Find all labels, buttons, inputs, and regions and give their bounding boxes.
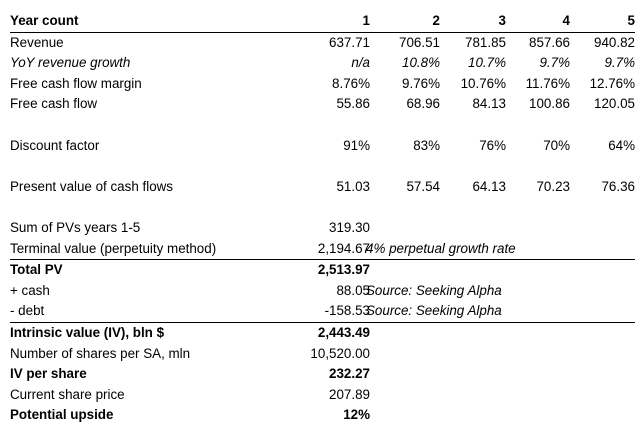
revenue-row: Revenue 637.71 706.51 781.85 857.66 940.…: [10, 33, 635, 54]
cell: 10,520.00: [310, 345, 370, 361]
row-label: Free cash flow: [10, 96, 98, 112]
growth-row: YoY revenue growth n/a 10.8% 10.7% 9.7% …: [10, 53, 635, 74]
cell: 319.30: [329, 219, 370, 235]
row-label: Present value of cash flows: [10, 178, 174, 194]
cell: 857.66: [529, 34, 570, 50]
year-2: 2: [432, 13, 440, 28]
cell: 940.82: [594, 34, 635, 50]
terminal-value-row: Terminal value (perpetuity method) 2,194…: [10, 239, 635, 260]
row-label: Potential upside: [10, 407, 114, 423]
sum-pv-row: Sum of PVs years 1-5 319.30: [10, 218, 635, 239]
cell: -158.53: [324, 303, 370, 319]
row-label: Revenue: [10, 34, 64, 50]
spacer-row: [10, 156, 635, 177]
cell: 57.54: [406, 178, 440, 194]
row-label: Current share price: [10, 386, 125, 402]
cell: 11.76%: [525, 75, 570, 91]
cell: 76.36: [601, 178, 635, 194]
cell: 83%: [413, 137, 440, 153]
cell: 64.13: [472, 178, 506, 194]
row-label: + cash: [10, 282, 50, 298]
shares-row: Number of shares per SA, mln 10,520.00: [10, 344, 635, 365]
row-label: Terminal value (perpetuity method): [10, 240, 217, 256]
cell: 91%: [343, 137, 370, 153]
growth-note: 4% perpetual growth rate: [366, 240, 516, 256]
cell: 88.05: [336, 282, 370, 298]
cell: 55.86: [336, 96, 370, 112]
total-pv-row: Total PV 2,513.97: [10, 259, 635, 281]
row-label: IV per share: [10, 366, 87, 382]
year-1: 1: [362, 13, 370, 28]
cell: 2,513.97: [317, 262, 370, 278]
cell: 84.13: [472, 96, 506, 112]
cell: 232.27: [329, 366, 370, 382]
year-3: 3: [498, 13, 506, 28]
cell: n/a: [351, 55, 370, 71]
cash-row: + cash 88.05 Source: Seeking Alpha: [10, 281, 635, 302]
intrinsic-value-row: Intrinsic value (IV), bln $ 2,443.49: [10, 321, 635, 344]
spacer-row: [10, 115, 635, 136]
cell: 120.05: [594, 96, 635, 112]
cell: 10.8%: [402, 55, 440, 71]
cell: 51.03: [336, 178, 370, 194]
cell: 12%: [343, 407, 370, 423]
cell: 8.76%: [332, 75, 370, 91]
cell: 64%: [608, 137, 635, 153]
iv-per-share-row: IV per share 232.27: [10, 364, 635, 385]
present-value-row: Present value of cash flows 51.03 57.54 …: [10, 177, 635, 198]
cell: 70.23: [536, 178, 570, 194]
header-label: Year count: [10, 13, 79, 28]
upside-row: Potential upside 12%: [10, 405, 635, 426]
year-5: 5: [627, 13, 635, 28]
cell: 9.76%: [402, 75, 440, 91]
cell: 12.76%: [589, 75, 635, 91]
debt-row: - debt -158.53 Source: Seeking Alpha: [10, 301, 635, 322]
row-label: - debt: [10, 303, 45, 319]
header-row: Year count 1 2 3 4 5: [10, 11, 635, 33]
cell: 10.7%: [468, 55, 506, 71]
row-label: Sum of PVs years 1-5: [10, 219, 141, 235]
cell: 706.51: [399, 34, 440, 50]
spacer-row: [10, 197, 635, 218]
cell: 10.76%: [460, 75, 506, 91]
fcf-margin-row: Free cash flow margin 8.76% 9.76% 10.76%…: [10, 74, 635, 95]
discount-row: Discount factor 91% 83% 76% 70% 64%: [10, 136, 635, 157]
cell: 76%: [479, 137, 506, 153]
row-label: Number of shares per SA, mln: [10, 345, 191, 361]
row-label: Total PV: [10, 262, 63, 278]
cell: 100.86: [529, 96, 570, 112]
row-label: Free cash flow margin: [10, 75, 142, 91]
cell: 9.7%: [604, 55, 635, 71]
cell: 70%: [543, 137, 570, 153]
share-price-row: Current share price 207.89: [10, 385, 635, 406]
cell: 2,194.67: [317, 240, 370, 256]
cell: 781.85: [465, 34, 506, 50]
dcf-spreadsheet: Year count 1 2 3 4 5 Revenue 637.71 706.…: [10, 11, 635, 426]
cell: 9.7%: [539, 55, 570, 71]
source-note: Source: Seeking Alpha: [366, 303, 502, 319]
row-label: Intrinsic value (IV), bln $: [10, 324, 165, 340]
fcf-row: Free cash flow 55.86 68.96 84.13 100.86 …: [10, 94, 635, 115]
cell: 2,443.49: [317, 324, 370, 340]
cell: 637.71: [329, 34, 370, 50]
row-label: Discount factor: [10, 137, 100, 153]
cell: 68.96: [406, 96, 440, 112]
year-4: 4: [562, 13, 570, 28]
cell: 207.89: [329, 386, 370, 402]
source-note: Source: Seeking Alpha: [366, 282, 502, 298]
row-label: YoY revenue growth: [10, 55, 131, 71]
